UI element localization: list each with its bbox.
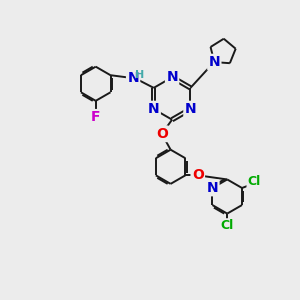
Text: N: N: [166, 70, 178, 84]
Text: F: F: [91, 110, 100, 124]
Text: N: N: [207, 181, 218, 195]
Text: N: N: [127, 71, 139, 85]
Text: Cl: Cl: [248, 175, 261, 188]
Text: O: O: [192, 168, 204, 182]
Text: H: H: [135, 70, 144, 80]
Text: N: N: [208, 55, 220, 69]
Text: N: N: [148, 102, 160, 116]
Text: O: O: [156, 127, 168, 141]
Text: Cl: Cl: [220, 220, 234, 232]
Text: N: N: [184, 102, 196, 116]
